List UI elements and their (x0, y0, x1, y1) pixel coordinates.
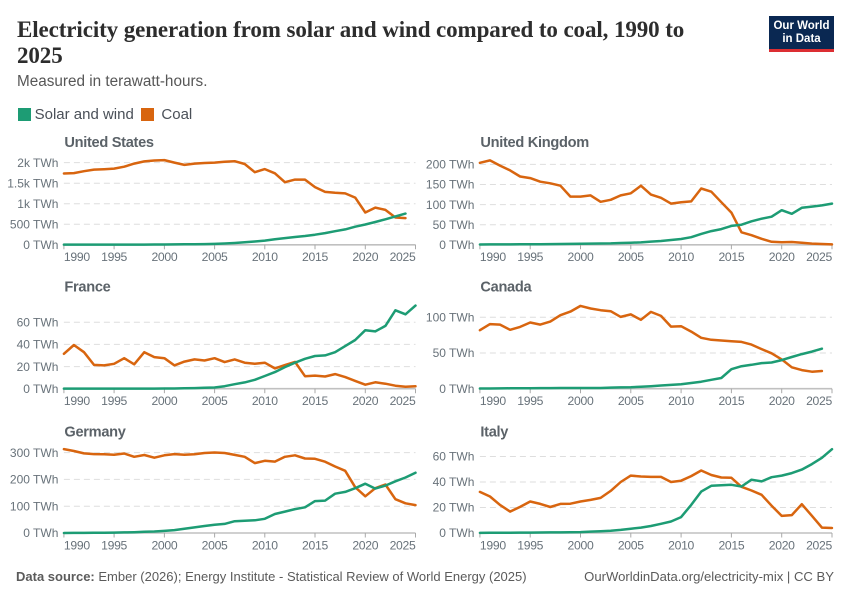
svg-text:500 TWh: 500 TWh (10, 217, 58, 231)
svg-text:2025: 2025 (806, 250, 832, 264)
svg-text:2000: 2000 (151, 250, 177, 264)
svg-text:100 TWh: 100 TWh (10, 499, 58, 513)
svg-text:1.5k TWh: 1.5k TWh (7, 176, 58, 190)
svg-text:0 TWh: 0 TWh (439, 526, 474, 540)
svg-text:2020: 2020 (352, 538, 378, 552)
svg-text:20 TWh: 20 TWh (433, 501, 475, 515)
svg-text:0 TWh: 0 TWh (439, 238, 474, 252)
svg-text:100 TWh: 100 TWh (426, 198, 474, 212)
svg-text:2025: 2025 (390, 250, 416, 264)
svg-text:1995: 1995 (517, 394, 543, 408)
svg-text:Canada: Canada (480, 280, 532, 296)
svg-text:2000: 2000 (568, 538, 594, 552)
svg-text:1990: 1990 (480, 538, 506, 552)
svg-text:1990: 1990 (480, 394, 506, 408)
svg-text:United Kingdom: United Kingdom (480, 135, 589, 151)
svg-text:2010: 2010 (668, 250, 694, 264)
svg-text:United States: United States (64, 135, 154, 151)
svg-text:2000: 2000 (151, 394, 177, 408)
svg-text:1k TWh: 1k TWh (17, 197, 58, 211)
svg-text:2000: 2000 (568, 250, 594, 264)
svg-text:2020: 2020 (352, 394, 378, 408)
svg-text:1995: 1995 (517, 250, 543, 264)
svg-text:2005: 2005 (618, 538, 644, 552)
svg-text:2005: 2005 (202, 250, 228, 264)
svg-text:40 TWh: 40 TWh (17, 338, 59, 352)
svg-text:300 TWh: 300 TWh (10, 446, 58, 460)
svg-text:2005: 2005 (202, 538, 228, 552)
svg-text:2010: 2010 (252, 250, 278, 264)
svg-text:0 TWh: 0 TWh (439, 382, 474, 396)
svg-text:2015: 2015 (302, 538, 328, 552)
svg-text:2005: 2005 (618, 250, 644, 264)
svg-text:1995: 1995 (101, 538, 127, 552)
svg-text:2015: 2015 (718, 538, 744, 552)
svg-text:2005: 2005 (202, 394, 228, 408)
svg-text:2010: 2010 (252, 538, 278, 552)
svg-text:50 TWh: 50 TWh (433, 346, 475, 360)
svg-text:2025: 2025 (390, 538, 416, 552)
svg-text:2015: 2015 (302, 250, 328, 264)
svg-text:2015: 2015 (718, 394, 744, 408)
svg-text:20 TWh: 20 TWh (17, 360, 59, 374)
svg-text:2010: 2010 (668, 538, 694, 552)
svg-text:0 TWh: 0 TWh (23, 382, 58, 396)
svg-text:200 TWh: 200 TWh (426, 158, 474, 172)
svg-text:2000: 2000 (151, 538, 177, 552)
svg-text:2020: 2020 (769, 250, 795, 264)
svg-text:50 TWh: 50 TWh (433, 218, 475, 232)
svg-text:Italy: Italy (480, 425, 509, 441)
svg-text:2010: 2010 (252, 394, 278, 408)
svg-text:200 TWh: 200 TWh (10, 473, 58, 487)
svg-text:2k TWh: 2k TWh (17, 156, 58, 170)
svg-text:2025: 2025 (806, 538, 832, 552)
svg-text:1990: 1990 (64, 394, 90, 408)
svg-text:2020: 2020 (352, 250, 378, 264)
svg-text:60 TWh: 60 TWh (433, 450, 475, 464)
svg-text:1995: 1995 (517, 538, 543, 552)
svg-text:Germany: Germany (64, 425, 126, 441)
svg-text:2025: 2025 (806, 394, 832, 408)
svg-text:100 TWh: 100 TWh (426, 311, 474, 325)
svg-text:2000: 2000 (568, 394, 594, 408)
svg-text:1990: 1990 (64, 250, 90, 264)
svg-text:1990: 1990 (480, 250, 506, 264)
svg-text:40 TWh: 40 TWh (433, 475, 475, 489)
svg-text:1995: 1995 (101, 394, 127, 408)
svg-text:2020: 2020 (769, 394, 795, 408)
svg-text:150 TWh: 150 TWh (426, 178, 474, 192)
svg-text:2005: 2005 (618, 394, 644, 408)
svg-text:0 TWh: 0 TWh (23, 526, 58, 540)
svg-text:0 TWh: 0 TWh (23, 238, 58, 252)
svg-text:2010: 2010 (668, 394, 694, 408)
svg-text:1995: 1995 (101, 250, 127, 264)
svg-text:2015: 2015 (718, 250, 744, 264)
svg-text:1990: 1990 (64, 538, 90, 552)
svg-text:2015: 2015 (302, 394, 328, 408)
svg-text:60 TWh: 60 TWh (17, 315, 59, 329)
svg-text:2020: 2020 (769, 538, 795, 552)
svg-text:France: France (64, 280, 110, 296)
svg-text:2025: 2025 (390, 394, 416, 408)
